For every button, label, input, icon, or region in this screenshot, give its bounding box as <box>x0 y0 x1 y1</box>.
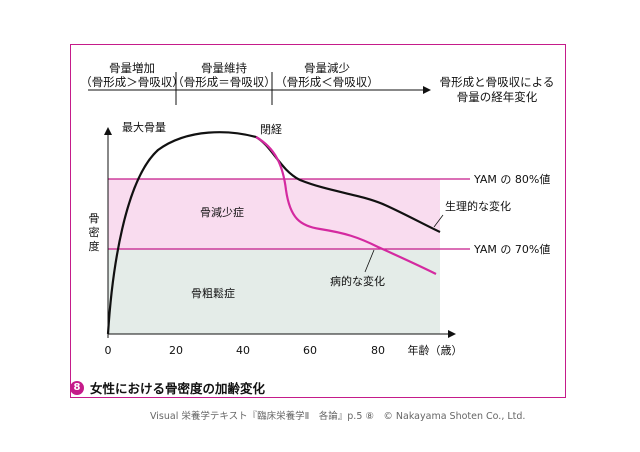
yam70-label: YAM の 70%値 <box>473 243 550 256</box>
x-axis-label: 年齢（歳） <box>408 343 463 357</box>
phase-2-title: 骨量維持 <box>201 61 247 75</box>
x-tick-60: 60 <box>303 344 317 357</box>
pathological-curve <box>255 136 437 275</box>
caption-number-badge: 8 <box>70 380 84 395</box>
yam80-label: YAM の 80%値 <box>473 173 550 186</box>
phase-2-sub: （骨形成＝骨吸収） <box>172 75 276 89</box>
osteopenia-label: 骨減少症 <box>200 205 244 219</box>
patho-leader <box>364 249 375 273</box>
x-tick-40: 40 <box>236 344 250 357</box>
phase-1-title: 骨量増加 <box>109 61 155 75</box>
osteoporosis-label: 骨粗鬆症 <box>191 286 235 300</box>
menopause-label: 閉経 <box>260 123 282 136</box>
x-tick-80: 80 <box>371 344 385 357</box>
y-axis-label-2: 密 <box>89 225 100 239</box>
patho-label: 病的な変化 <box>330 274 385 288</box>
y-axis-label-3: 度 <box>89 239 100 253</box>
peak-label: 最大骨量 <box>122 120 166 134</box>
timeline-label-2: 骨量の経年変化 <box>457 90 538 104</box>
x-tick-20: 20 <box>169 344 183 357</box>
caption-text: 女性における骨密度の加齢変化 <box>90 381 266 396</box>
phase-1-sub: （骨形成＞骨吸収） <box>80 75 184 89</box>
copyright-credit: Visual 栄養学テキスト『臨床栄養学Ⅱ 各論』p.5 ⑧ © Nakayam… <box>150 411 526 422</box>
figure-frame <box>70 44 566 398</box>
y-axis-label-1: 骨 <box>89 212 100 225</box>
timeline-label-1: 骨形成と骨吸収による <box>440 75 555 89</box>
figure-caption: 8 女性における骨密度の加齢変化 <box>70 378 265 397</box>
osteoporosis-zone <box>108 249 440 334</box>
osteopenia-zone <box>108 179 440 249</box>
physio-label: 生理的な変化 <box>445 199 511 213</box>
physio-leader <box>433 214 444 228</box>
x-tick-0: 0 <box>105 344 112 357</box>
phase-3-sub: （骨形成＜骨吸収） <box>275 75 379 89</box>
phase-3-title: 骨量減少 <box>304 61 350 75</box>
